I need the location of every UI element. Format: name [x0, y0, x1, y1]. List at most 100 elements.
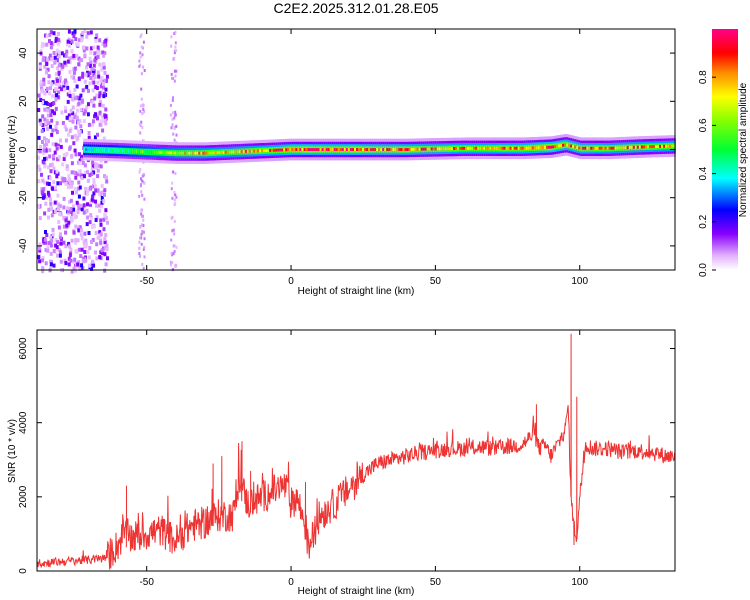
heatmap-cell — [548, 145, 551, 149]
heatmap-cell — [87, 148, 90, 152]
heatmap-cell — [88, 173, 92, 178]
heatmap-cell — [376, 148, 379, 151]
heatmap-cell — [67, 209, 71, 214]
heatmap-cell — [493, 146, 496, 150]
heatmap-cell — [83, 231, 87, 236]
heatmap-cell — [354, 148, 357, 151]
heatmap-cell — [75, 200, 79, 205]
heatmap-cell — [89, 30, 93, 35]
heatmap-cell — [47, 121, 51, 125]
heatmap-cell — [54, 87, 58, 92]
heatmap-cell — [174, 45, 177, 49]
heatmap-cell — [232, 150, 236, 154]
heatmap-cell — [77, 194, 81, 199]
heatmap-cell — [86, 73, 90, 78]
heatmap-cell — [335, 148, 339, 151]
heatmap-cell — [416, 147, 419, 151]
heatmap-cell — [53, 200, 57, 205]
heatmap-cell — [596, 146, 599, 150]
heatmap-cell — [57, 220, 61, 224]
heatmap-cell — [339, 148, 343, 151]
heatmap-cell — [43, 157, 46, 161]
heatmap-cell — [67, 220, 71, 225]
heatmap-cell — [103, 188, 107, 193]
heatmap-cell — [99, 232, 103, 237]
heatmap-cell — [93, 135, 97, 140]
heatmap-cell — [170, 35, 173, 39]
heatmap-cell — [69, 207, 73, 211]
heatmap-cell — [42, 151, 46, 156]
heatmap-cell — [568, 144, 571, 147]
heatmap-cell — [62, 240, 66, 245]
heatmap-cell — [61, 81, 65, 86]
heatmap-cell — [74, 171, 78, 176]
heatmap-cell — [210, 151, 213, 155]
heatmap-cell — [49, 251, 53, 256]
heatmap-cell — [59, 63, 63, 68]
heatmap-cell — [103, 245, 107, 250]
heatmap-cell — [420, 147, 424, 151]
heatmap-cell — [140, 72, 143, 76]
heatmap-cell — [94, 230, 98, 235]
heatmap-cell — [485, 146, 488, 150]
heatmap-cell — [175, 133, 178, 137]
heatmap-cell — [319, 148, 322, 151]
heatmap-cell — [58, 204, 62, 209]
heatmap-cell — [142, 224, 145, 227]
heatmap-cell — [45, 142, 49, 147]
heatmap-cell — [43, 117, 47, 122]
heatmap-cell — [121, 149, 124, 153]
heatmap-cell — [94, 250, 97, 255]
colorbar-gradient — [712, 29, 738, 270]
heatmap-cell — [525, 146, 529, 150]
heatmap-cell — [297, 148, 300, 151]
heatmap-cell — [143, 69, 146, 72]
x-tick-label: -50 — [139, 276, 154, 287]
heatmap-cell — [390, 148, 393, 151]
heatmap-cell — [85, 105, 89, 110]
heatmap-cell — [259, 149, 262, 153]
heatmap-cell — [104, 216, 108, 220]
heatmap-cell — [141, 262, 144, 266]
heatmap-cell — [38, 62, 42, 67]
heatmap-cell — [88, 246, 92, 250]
heatmap-cell — [175, 49, 178, 53]
heatmap-cell — [141, 46, 144, 50]
heatmap-cell — [170, 126, 173, 130]
heatmap-cell — [106, 220, 109, 225]
heatmap-cell — [102, 136, 106, 141]
heatmap-cell — [606, 146, 609, 150]
heatmap-cell — [45, 233, 49, 237]
heatmap-cell — [55, 48, 59, 53]
heatmap-cell — [70, 269, 74, 274]
heatmap-cell — [59, 138, 62, 143]
heatmap-cell — [74, 240, 77, 245]
heatmap-cell — [127, 149, 130, 153]
heatmap-cell — [76, 226, 80, 231]
heatmap-cell — [79, 232, 83, 237]
heatmap-cell — [75, 95, 79, 100]
heatmap-cell — [88, 186, 92, 191]
heatmap-cell — [143, 110, 146, 114]
heatmap-cell — [471, 146, 474, 150]
heatmap-cell — [329, 148, 333, 151]
heatmap-cell — [432, 147, 436, 151]
heatmap-cell — [173, 79, 176, 83]
heatmap-cell — [45, 42, 49, 47]
heatmap-cell — [509, 146, 512, 150]
heatmap-cell — [360, 148, 363, 151]
heatmap-cell — [552, 145, 555, 149]
heatmap-cell — [533, 146, 537, 150]
heatmap-cell — [85, 191, 89, 196]
x-tick-label: 0 — [288, 577, 294, 588]
heatmap-cell — [434, 147, 438, 151]
heatmap-cell — [614, 146, 618, 150]
heatmap-cell — [475, 146, 478, 150]
heatmap-cell — [164, 151, 167, 155]
heatmap-cell — [87, 255, 91, 260]
heatmap-cell — [42, 77, 46, 82]
heatmap-cell — [327, 148, 331, 151]
heatmap-cell — [60, 110, 64, 115]
heatmap-cell — [82, 210, 86, 215]
heatmap-cell — [349, 148, 353, 151]
